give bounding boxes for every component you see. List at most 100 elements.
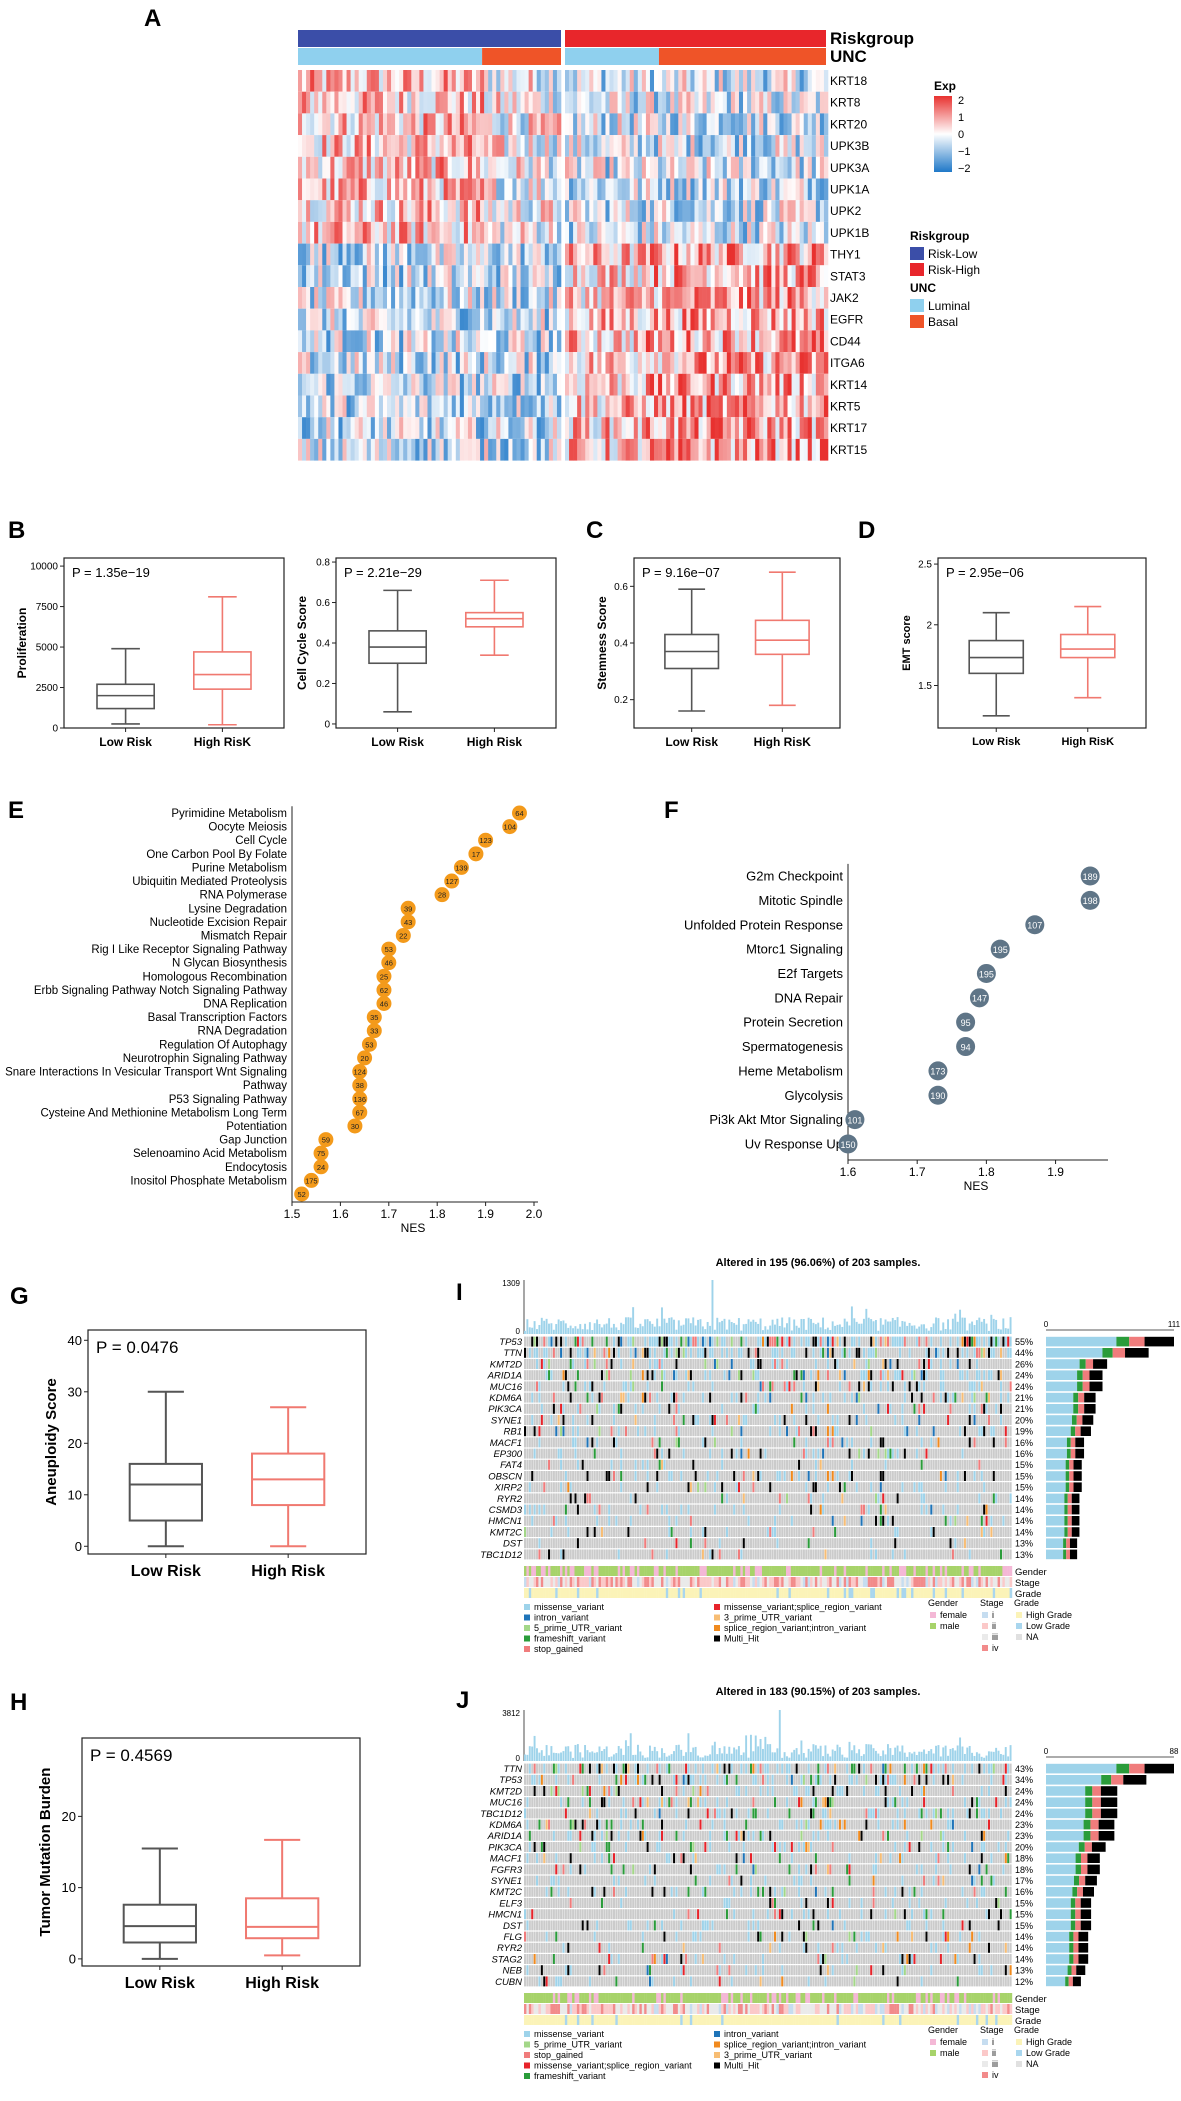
mutation-cell [557,1415,560,1425]
heatmap-cell [710,308,716,331]
heatmap-cell [718,352,724,374]
heatmap-cell [435,395,440,418]
heatmap-cell [484,330,489,353]
mutation-cell [713,1336,716,1347]
heatmap-cell [625,417,631,439]
mutation-cell [713,1370,716,1381]
heatmap-cell [658,417,663,439]
heatmap-cell [698,330,703,353]
mutation-cell [663,1392,666,1403]
heatmap-cell [447,243,453,266]
heatmap-cell [302,70,307,92]
mutation-cell [951,1415,954,1425]
mutation-cell [627,1426,630,1437]
mutation-cell [838,1437,841,1448]
mutation-cell [658,1403,661,1414]
dot-size-label: 46 [385,959,393,968]
heatmap-cell [370,265,376,287]
dot-size-label: 127 [445,877,458,886]
heatmap-cell [463,417,469,439]
mutation-cell [524,1415,527,1425]
mutation-cell [600,1403,603,1414]
heatmap-cell [593,243,598,266]
mutation-cell [807,1347,810,1358]
mutation-cell [939,1415,942,1425]
heatmap-cell [775,330,780,353]
mutation-cell [968,1403,971,1414]
mutation-cell [584,1336,587,1347]
heatmap-cell [471,221,477,244]
heatmap-cell [811,200,817,222]
heatmap-cell [726,156,732,179]
heatmap-cell [423,70,428,92]
heatmap-cell [637,113,643,136]
heatmap-cell [378,113,384,136]
heatmap-cell [783,417,788,439]
tmb-bar [694,1325,697,1334]
heatmap-cell [516,221,521,244]
mutation-cell [896,1370,899,1381]
tmb-bar [913,1325,916,1334]
tmb-bar [978,1317,981,1334]
gene-bar-segment [1125,1348,1149,1358]
mutation-cell [682,1392,685,1403]
mutation-cell [713,1392,716,1403]
dot-size-label: 101 [847,1115,862,1125]
heatmap-cell [763,373,768,396]
mutation-cell [735,1370,738,1381]
mutation-cell [824,1359,827,1369]
mutation-cell [526,1336,529,1347]
mutation-cell [656,1426,659,1437]
heatmap-cell [795,308,800,331]
heatmap-cell [322,373,327,396]
heatmap-cell [763,330,768,353]
heatmap-cell [803,265,809,287]
mutation-cell [723,1403,726,1414]
heatmap-cell [302,330,307,353]
heatmap-cell [593,330,598,353]
mutation-cell [887,1426,890,1437]
heatmap-cell [649,352,655,374]
mutation-cell [879,1370,882,1381]
mutation-cell [709,1359,712,1369]
mutation-cell [668,1426,671,1437]
enrichment-dot [395,927,411,943]
mutation-cell [949,1415,952,1425]
mutation-cell [932,1381,935,1392]
dot-size-label: 17 [472,850,480,859]
mutation-cell [956,1392,959,1403]
mutation-cell [596,1392,599,1403]
heatmap-cell [403,330,408,353]
mutation-cell [603,1392,606,1403]
mutation-cell [663,1381,666,1392]
heatmap-cell [658,287,663,309]
mutation-cell [925,1426,928,1437]
heatmap-cell [694,308,699,331]
heatmap-cell [431,156,436,179]
heatmap-cell [471,178,477,201]
heatmap-cell [783,113,788,136]
heatmap-cell [366,373,372,396]
mutation-cell [776,1347,779,1358]
mutation-cell [682,1426,685,1437]
tmb-bar [641,1326,644,1334]
mutation-cell [838,1336,841,1347]
heatmap-cell [633,221,639,244]
mutation-cell [588,1415,591,1425]
heatmap-cell [528,438,533,461]
mutation-cell [641,1426,644,1437]
mutation-cell [725,1370,728,1381]
heatmap-cell [654,178,659,201]
heatmap-cell [403,438,408,461]
mutation-cell [569,1336,572,1347]
heatmap-cell [435,70,440,92]
mutation-cell [985,1359,988,1369]
mutation-cell [576,1437,579,1448]
heatmap-cell [658,70,663,92]
mutation-cell [793,1359,796,1369]
panel-label-j: J [456,1687,469,1714]
heatmap-cell [617,221,622,244]
mutation-cell [793,1415,796,1425]
mutation-cell [694,1437,697,1448]
dot-size-label: 136 [354,1095,367,1104]
